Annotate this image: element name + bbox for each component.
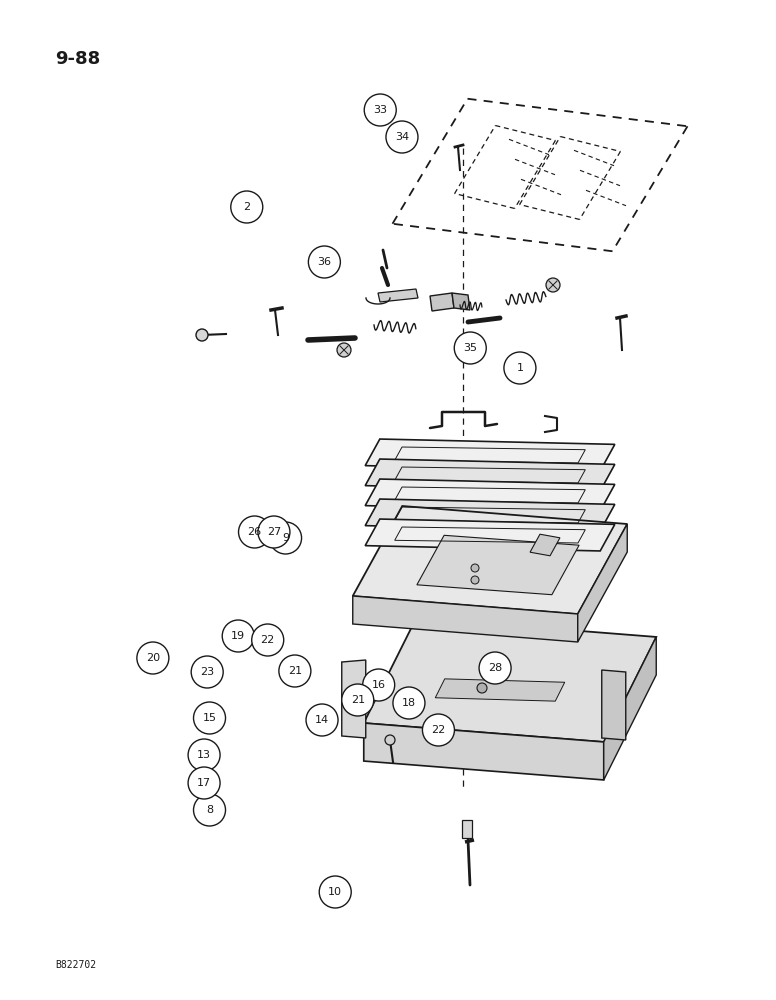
Circle shape bbox=[238, 516, 271, 548]
Polygon shape bbox=[353, 596, 578, 642]
Text: 14: 14 bbox=[315, 715, 329, 725]
Circle shape bbox=[222, 620, 255, 652]
Text: 23: 23 bbox=[200, 667, 214, 677]
Text: 18: 18 bbox=[402, 698, 416, 708]
Text: 13: 13 bbox=[197, 750, 211, 760]
Circle shape bbox=[385, 735, 395, 745]
Polygon shape bbox=[601, 670, 625, 740]
Text: 21: 21 bbox=[288, 666, 302, 676]
Text: 22: 22 bbox=[261, 635, 275, 645]
Polygon shape bbox=[530, 534, 560, 556]
Circle shape bbox=[308, 246, 341, 278]
Circle shape bbox=[193, 702, 226, 734]
Circle shape bbox=[230, 191, 263, 223]
Circle shape bbox=[479, 652, 511, 684]
Circle shape bbox=[504, 352, 536, 384]
Circle shape bbox=[279, 655, 311, 687]
Text: 17: 17 bbox=[197, 778, 211, 788]
Text: 10: 10 bbox=[328, 887, 342, 897]
Text: 21: 21 bbox=[351, 695, 365, 705]
Polygon shape bbox=[435, 679, 565, 701]
Text: 33: 33 bbox=[373, 105, 387, 115]
Polygon shape bbox=[341, 660, 365, 738]
Circle shape bbox=[188, 767, 220, 799]
Polygon shape bbox=[353, 506, 627, 614]
Circle shape bbox=[393, 687, 425, 719]
Circle shape bbox=[341, 684, 374, 716]
Text: 34: 34 bbox=[395, 132, 409, 142]
Circle shape bbox=[319, 876, 352, 908]
Circle shape bbox=[306, 704, 338, 736]
Polygon shape bbox=[364, 618, 656, 742]
Circle shape bbox=[137, 642, 169, 674]
Polygon shape bbox=[365, 459, 615, 491]
Text: 8: 8 bbox=[206, 805, 213, 815]
Polygon shape bbox=[452, 293, 470, 310]
Polygon shape bbox=[430, 293, 454, 311]
Polygon shape bbox=[604, 637, 656, 780]
Text: 9: 9 bbox=[282, 533, 289, 543]
Text: 27: 27 bbox=[267, 527, 281, 537]
Text: 20: 20 bbox=[146, 653, 160, 663]
Circle shape bbox=[454, 332, 487, 364]
Circle shape bbox=[477, 683, 487, 693]
Polygon shape bbox=[378, 289, 418, 302]
Circle shape bbox=[193, 794, 226, 826]
Circle shape bbox=[258, 516, 290, 548]
Circle shape bbox=[191, 656, 223, 688]
Text: B822702: B822702 bbox=[55, 960, 96, 970]
Text: 22: 22 bbox=[431, 725, 445, 735]
Polygon shape bbox=[364, 723, 604, 780]
Circle shape bbox=[546, 278, 560, 292]
Circle shape bbox=[386, 121, 418, 153]
Circle shape bbox=[422, 714, 455, 746]
Text: 9-88: 9-88 bbox=[55, 50, 100, 68]
Circle shape bbox=[269, 522, 302, 554]
Polygon shape bbox=[365, 519, 615, 551]
Text: 36: 36 bbox=[317, 257, 331, 267]
Circle shape bbox=[251, 624, 284, 656]
Text: 1: 1 bbox=[516, 363, 524, 373]
Text: 35: 35 bbox=[463, 343, 477, 353]
Polygon shape bbox=[365, 439, 615, 471]
Text: 16: 16 bbox=[372, 680, 386, 690]
Circle shape bbox=[364, 94, 397, 126]
Polygon shape bbox=[365, 499, 615, 531]
Circle shape bbox=[188, 739, 220, 771]
Bar bbox=[462, 820, 472, 838]
Circle shape bbox=[471, 576, 479, 584]
Text: 2: 2 bbox=[243, 202, 251, 212]
Circle shape bbox=[471, 564, 479, 572]
Text: 19: 19 bbox=[231, 631, 245, 641]
Text: 26: 26 bbox=[248, 527, 262, 537]
Text: 15: 15 bbox=[203, 713, 217, 723]
Polygon shape bbox=[365, 479, 615, 511]
Polygon shape bbox=[417, 535, 579, 595]
Circle shape bbox=[196, 329, 208, 341]
Circle shape bbox=[337, 343, 351, 357]
Text: 28: 28 bbox=[488, 663, 502, 673]
Circle shape bbox=[362, 669, 395, 701]
Polygon shape bbox=[578, 524, 627, 642]
